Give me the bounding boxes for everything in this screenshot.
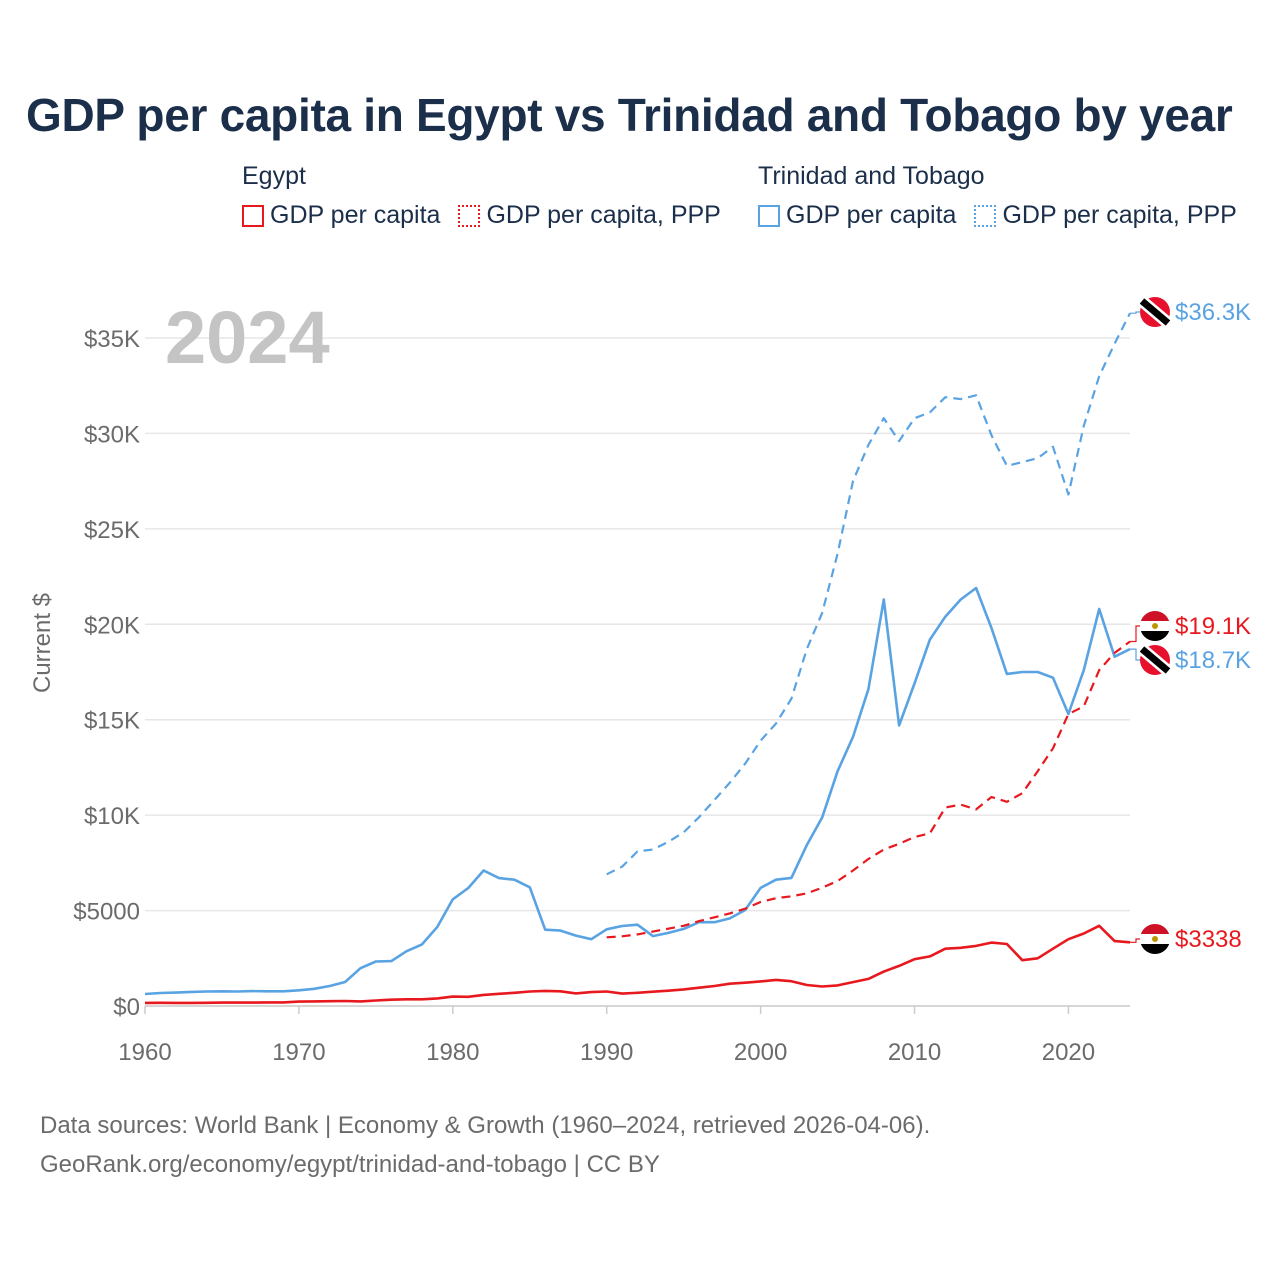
y-axis: $0 $5000 $10K $15K $20K $25K $30K $35K [73, 326, 140, 1021]
legend-item-egypt-gdp[interactable]: GDP per capita [242, 201, 440, 230]
y-tick-label: $20K [84, 612, 140, 639]
x-tick-label: 1960 [118, 1039, 171, 1066]
legend-group-name: Egypt [242, 162, 306, 190]
trinidad-flag-icon [1138, 644, 1172, 676]
y-tick-label: $35K [84, 326, 140, 353]
sources-line2[interactable]: GeoRank.org/economy/egypt/trinidad-and-t… [40, 1151, 660, 1178]
series-line-1[interactable] [144, 586, 1131, 996]
end-value-label: $36.3K [1175, 299, 1251, 326]
y-axis-label: Current $ [29, 593, 56, 693]
end-labels: $36.3K $18.7K $19.1K $3338 [1130, 296, 1251, 954]
legend-group-name: Trinidad and Tobago [758, 162, 985, 190]
x-tick-label: 2020 [1042, 1039, 1095, 1066]
x-tick-label: 1990 [580, 1039, 633, 1066]
legend-label: GDP per capita [270, 201, 441, 229]
y-tick-label: $30K [84, 421, 140, 448]
legend-swatch [758, 204, 780, 227]
chart-title: GDP per capita in Egypt vs Trinidad and … [26, 89, 1233, 141]
y-tick-label: $5000 [73, 899, 140, 926]
legend-group-egypt: Egypt GDP per capita GDP per capita, PPP [242, 162, 721, 230]
end-connector [1130, 648, 1140, 661]
legend-label: GDP per capita, PPP [1002, 201, 1237, 229]
end-value-label: $19.1K [1175, 613, 1251, 640]
legend-swatch [458, 204, 481, 227]
end-connector [1130, 625, 1140, 643]
legend-item-tt-gdp-ppp[interactable]: GDP per capita, PPP [974, 201, 1237, 230]
grid [145, 337, 1130, 1007]
x-tick-label: 1980 [426, 1039, 479, 1066]
legend-swatch [974, 204, 997, 227]
egypt-flag-icon [1140, 924, 1170, 954]
y-tick-label: $15K [84, 708, 140, 735]
y-tick-label: $10K [84, 803, 140, 830]
legend-label: GDP per capita, PPP [486, 201, 721, 229]
x-tick-label: 2000 [734, 1039, 787, 1066]
sources: Data sources: World Bank | Economy & Gro… [40, 1106, 930, 1184]
legend-group-trinidad: Trinidad and Tobago GDP per capita GDP p… [758, 162, 1237, 230]
legend-label: GDP per capita [786, 201, 957, 229]
y-tick-label: $0 [113, 994, 140, 1021]
x-tick-label: 2010 [888, 1039, 941, 1066]
series-group [144, 312, 1131, 1005]
legend-item-tt-gdp[interactable]: GDP per capita [758, 201, 956, 230]
trinidad-flag-icon [1138, 296, 1172, 328]
x-tick-label: 1970 [272, 1039, 325, 1066]
legend-swatch [242, 204, 264, 227]
series-line-3[interactable] [144, 924, 1131, 1005]
egypt-flag-icon [1140, 611, 1170, 641]
sources-line1: Data sources: World Bank | Economy & Gro… [40, 1112, 931, 1139]
end-value-label: $3338 [1175, 926, 1242, 953]
y-tick-label: $25K [84, 517, 140, 544]
end-connector [1130, 938, 1140, 943]
year-watermark: 2024 [165, 296, 330, 379]
series-line-0[interactable] [606, 312, 1131, 876]
x-axis: 1960 1970 1980 1990 2000 2010 2020 [118, 1005, 1130, 1066]
end-connector [1130, 311, 1140, 314]
series-line-2[interactable] [606, 640, 1131, 939]
end-value-label: $18.7K [1175, 647, 1251, 674]
legend-item-egypt-gdp-ppp[interactable]: GDP per capita, PPP [458, 201, 721, 230]
